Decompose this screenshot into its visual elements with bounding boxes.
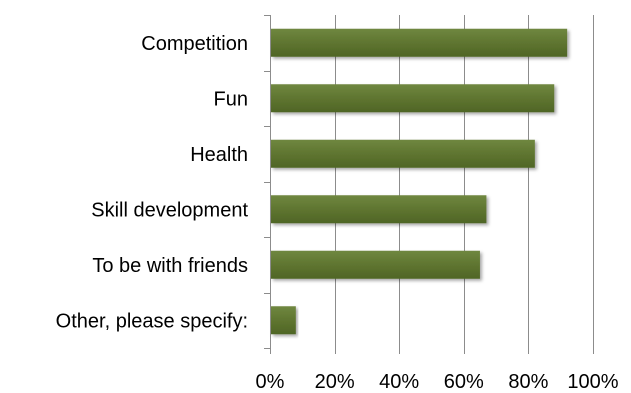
x-tick-label: 0% (256, 371, 285, 393)
x-tick-label: 60% (444, 371, 484, 393)
labels: 0% 20% 40% 60% 80% 100% Competition Fun Health Sk… (56, 33, 619, 393)
category-label: Fun (214, 88, 248, 110)
bar-4 (271, 250, 480, 279)
bar-2 (271, 139, 535, 168)
category-label: Health (190, 144, 248, 166)
category-label: To be with friends (92, 255, 248, 277)
x-tick-label: 100% (567, 371, 618, 393)
x-tick-label: 40% (379, 371, 419, 393)
category-label: Skill development (91, 199, 248, 221)
x-tick-label: 80% (508, 371, 548, 393)
x-tick-label: 20% (315, 371, 355, 393)
bar-0 (271, 28, 568, 57)
bar-5 (271, 306, 296, 335)
bar-3 (271, 195, 487, 224)
category-label: Competition (141, 33, 248, 55)
category-label: Other, please specify: (56, 310, 248, 332)
bars (271, 28, 568, 335)
axes (264, 15, 594, 354)
bar-1 (271, 84, 555, 113)
gridlines (335, 15, 594, 348)
